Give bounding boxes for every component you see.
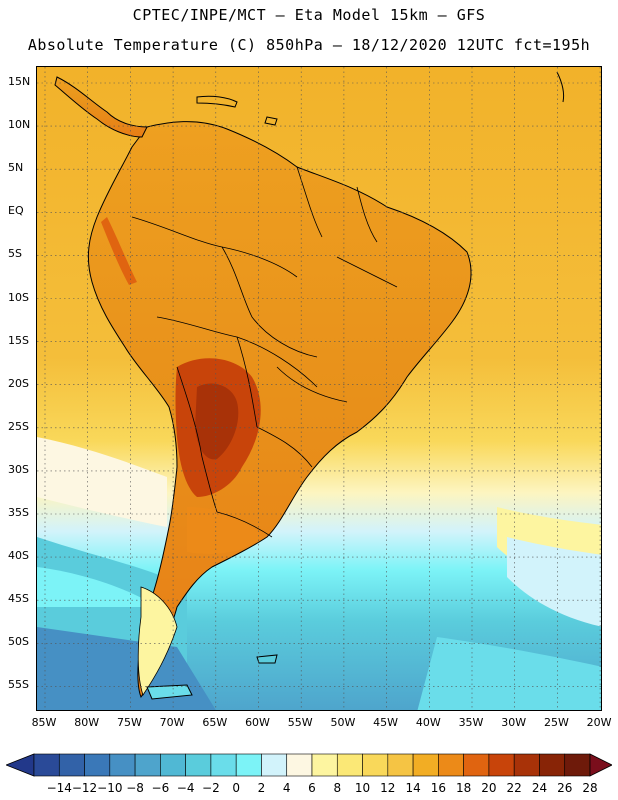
colorbar-tick-label: −8 [126, 781, 144, 795]
colorbar-tick-label: 20 [481, 781, 497, 795]
temperature-field [37, 67, 601, 710]
lat-tick-label: 10N [8, 118, 31, 132]
colorbar-tick-label: 26 [557, 781, 573, 795]
colorbar-tick-label: −2 [202, 781, 220, 795]
lon-tick-label: 75W [116, 716, 142, 729]
colorbar-swatch [84, 753, 111, 777]
lon-tick-label: 55W [287, 716, 313, 729]
colorbar-tick-label: −6 [151, 781, 170, 795]
colorbar-swatch [33, 753, 60, 777]
colorbar-swatch [235, 753, 262, 777]
ocean-band-cyan [37, 567, 157, 607]
colorbar-swatch [463, 753, 490, 777]
colorbar-tick-label: 10 [354, 781, 371, 795]
colorbar-tick-label: 4 [282, 781, 291, 795]
colorbar-swatch [58, 753, 85, 777]
south-america-land [87, 121, 472, 698]
colorbar-tick-label: 0 [232, 781, 240, 795]
andes-warm-strip [101, 217, 137, 285]
map-panel [36, 66, 602, 711]
color-scale-bar [6, 753, 612, 777]
lon-tick-label: 30W [501, 716, 527, 729]
caribbean-island-2 [264, 116, 278, 126]
ocean-band-light-east [507, 537, 601, 627]
colorbar-swatch [210, 753, 237, 777]
lon-tick-label: 25W [543, 716, 569, 729]
colorbar-swatch [362, 753, 389, 777]
lon-tick-label: 20W [586, 716, 612, 729]
lat-tick-label: 30S [8, 462, 29, 476]
colorbar-swatch [286, 753, 313, 777]
colorbar-swatch [134, 753, 161, 777]
lat-tick-label: EQ [8, 204, 24, 218]
colorbar-swatch [160, 753, 186, 777]
colorbar-tick-label: −10 [97, 781, 123, 795]
colorbar-swatch [513, 753, 540, 777]
colorbar-tick-label: −12 [71, 781, 98, 795]
warm-south-lobe [187, 507, 262, 554]
colorbar-tick-label: −14 [46, 781, 72, 795]
lon-tick-label: 45W [373, 716, 399, 729]
lat-tick-label: 5N [8, 161, 24, 175]
hottest-core-interior [195, 383, 239, 460]
colorbar-swatch [438, 753, 464, 777]
colorbar-tick-label: 14 [405, 781, 421, 795]
lon-tick-label: 50W [330, 716, 356, 729]
colorbar-swatch [109, 753, 136, 777]
lat-tick-label: 5S [8, 247, 22, 261]
lon-tick-label: 35W [458, 716, 484, 729]
colorbar-tick-label: 2 [257, 781, 266, 795]
colorbar-swatch [564, 753, 591, 777]
colorbar-swatch [336, 753, 363, 777]
colorbar-swatch [387, 753, 414, 777]
colorbar-tick-label: 16 [430, 781, 446, 795]
colorbar-low-extension [6, 753, 35, 777]
colorbar-tick-label: 22 [506, 781, 522, 795]
colorbar-swatch [311, 753, 338, 777]
colorbar-tick-label: 12 [380, 781, 396, 795]
colorbar-tick-label: −4 [176, 781, 195, 795]
ocean-band-cream [37, 437, 167, 527]
map-title: CPTEC/INPE/MCT – Eta Model 15km – GFS [132, 6, 486, 24]
lat-tick-label: 15S [8, 333, 29, 347]
lat-tick-label: 15N [8, 75, 31, 88]
central-america-land [54, 76, 148, 138]
lon-tick-label: 65W [202, 716, 228, 729]
colorbar-tick-label: 24 [531, 781, 548, 795]
lat-tick-label: 10S [8, 290, 29, 304]
colorbar-tick-label: 6 [308, 781, 316, 795]
colorbar-tick-label: 18 [455, 781, 472, 795]
colorbar-swatch [539, 753, 566, 777]
country-borders [131, 166, 398, 538]
colorbar-swatch [261, 753, 288, 777]
colorbar-swatch [488, 753, 515, 777]
lat-tick-label: 35S [8, 506, 29, 519]
lat-tick-label: 50S [8, 635, 29, 649]
lat-tick-label: 20S [8, 376, 29, 390]
lon-tick-label: 60W [245, 716, 270, 729]
tierra-del-fuego [146, 684, 193, 700]
ocean-band-cyan-south [417, 637, 601, 710]
lon-tick-label: 85W [31, 716, 57, 729]
colorbar-high-extension [589, 753, 612, 777]
map-subtitle: Absolute Temperature (C) 850hPa – 18/12/… [27, 36, 591, 54]
colorbar-tick-label: 8 [333, 781, 342, 795]
lon-tick-label: 80W [74, 716, 100, 729]
caribbean-island-chain [556, 71, 565, 103]
falklands-island [256, 654, 278, 664]
colorbar-tick-label: 28 [582, 781, 598, 795]
lat-tick-label: 25S [8, 419, 29, 433]
lon-tick-label: 40W [415, 716, 441, 729]
colorbar-swatch [185, 753, 212, 777]
colorbar-swatch [412, 753, 439, 777]
lon-tick-label: 70W [159, 716, 185, 729]
lat-tick-label: 45S [8, 592, 29, 606]
lat-tick-label: 55S [8, 678, 29, 692]
caribbean-island-1 [196, 95, 238, 108]
patagonia-land [137, 586, 178, 696]
lat-tick-label: 40S [8, 549, 29, 563]
